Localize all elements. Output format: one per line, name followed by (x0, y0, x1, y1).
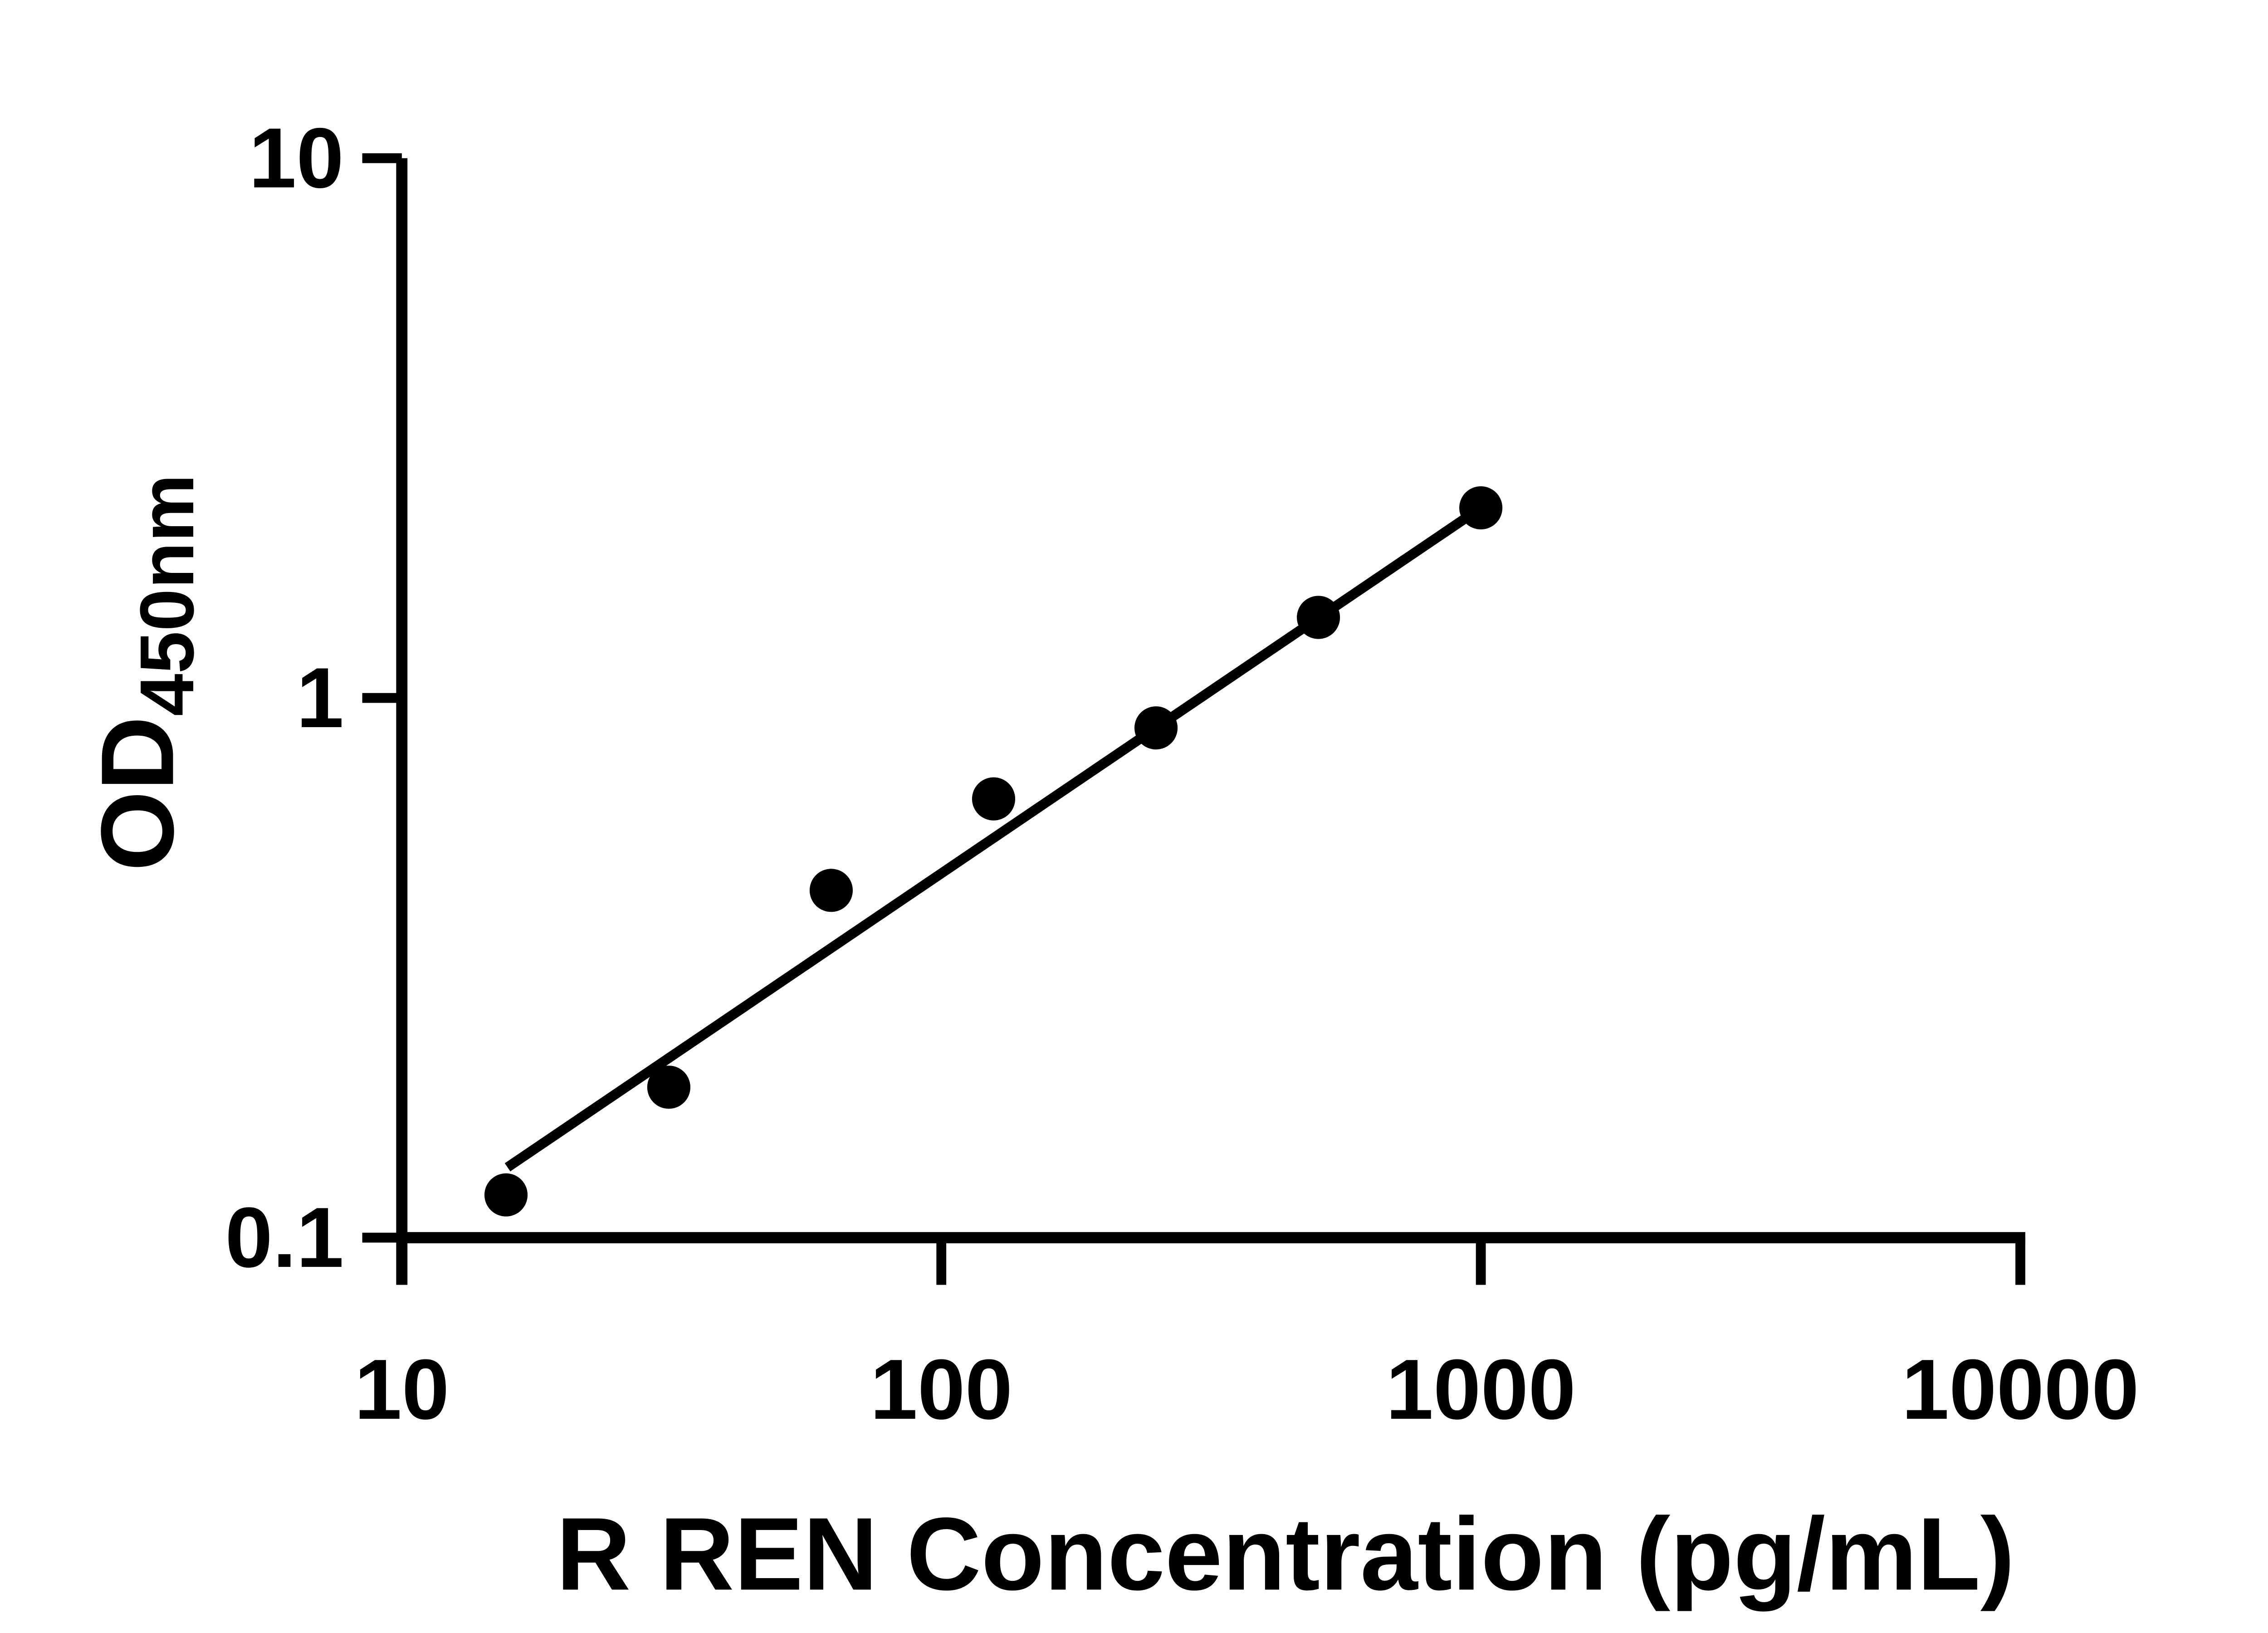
y-tick-label: 10 (249, 110, 344, 205)
data-point (972, 777, 1016, 821)
x-tick-label: 1000 (1386, 1342, 1576, 1437)
data-point (647, 1066, 690, 1109)
data-point (1134, 706, 1178, 750)
axis-ticks (362, 153, 2025, 1285)
y-axis-title-subscript: 450nm (124, 474, 210, 716)
x-tick-label: 10000 (1901, 1342, 2139, 1437)
x-tick-label: 100 (870, 1342, 1012, 1437)
x-axis-title-text: R REN Concentration (pg/mL) (556, 1496, 2015, 1612)
data-point (809, 869, 853, 912)
y-axis-title: OD450nm (80, 474, 210, 871)
y-tick-label: 0.1 (225, 1190, 344, 1285)
y-tick-label: 1 (296, 650, 344, 745)
x-axis-title: R REN Concentration (pg/mL) (556, 1496, 2015, 1612)
axes (396, 158, 2025, 1285)
data-point (484, 1173, 528, 1217)
data-point (1297, 596, 1340, 639)
y-axis-title-text: OD (80, 716, 195, 871)
x-tick-label: 10 (354, 1342, 449, 1437)
data-points (484, 486, 1503, 1217)
y-axis-title-label: OD450nm (80, 474, 210, 871)
data-point (1459, 486, 1503, 530)
